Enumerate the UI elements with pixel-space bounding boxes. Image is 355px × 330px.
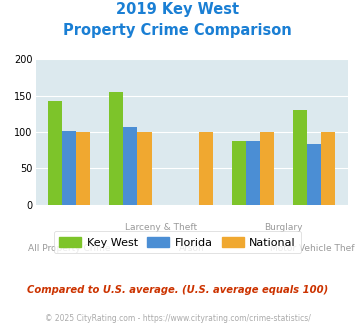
Text: Arson: Arson <box>179 244 204 253</box>
Text: Burglary: Burglary <box>264 223 303 232</box>
Bar <box>199 132 213 205</box>
Bar <box>62 131 76 205</box>
Bar <box>321 132 335 205</box>
Text: Compared to U.S. average. (U.S. average equals 100): Compared to U.S. average. (U.S. average … <box>27 285 328 295</box>
Text: Property Crime Comparison: Property Crime Comparison <box>63 23 292 38</box>
Bar <box>137 132 152 205</box>
Bar <box>48 101 62 205</box>
Text: 2019 Key West: 2019 Key West <box>116 2 239 16</box>
Legend: Key West, Florida, National: Key West, Florida, National <box>54 231 301 253</box>
Bar <box>307 144 321 205</box>
Bar <box>260 132 274 205</box>
Text: All Property Crime: All Property Crime <box>28 244 110 253</box>
Bar <box>232 142 246 205</box>
Text: Larceny & Theft: Larceny & Theft <box>125 223 197 232</box>
Text: © 2025 CityRating.com - https://www.cityrating.com/crime-statistics/: © 2025 CityRating.com - https://www.city… <box>45 314 310 323</box>
Bar <box>246 142 260 205</box>
Bar <box>124 127 137 205</box>
Bar <box>293 110 307 205</box>
Text: Motor Vehicle Theft: Motor Vehicle Theft <box>270 244 355 253</box>
Bar <box>109 92 124 205</box>
Bar <box>76 132 90 205</box>
